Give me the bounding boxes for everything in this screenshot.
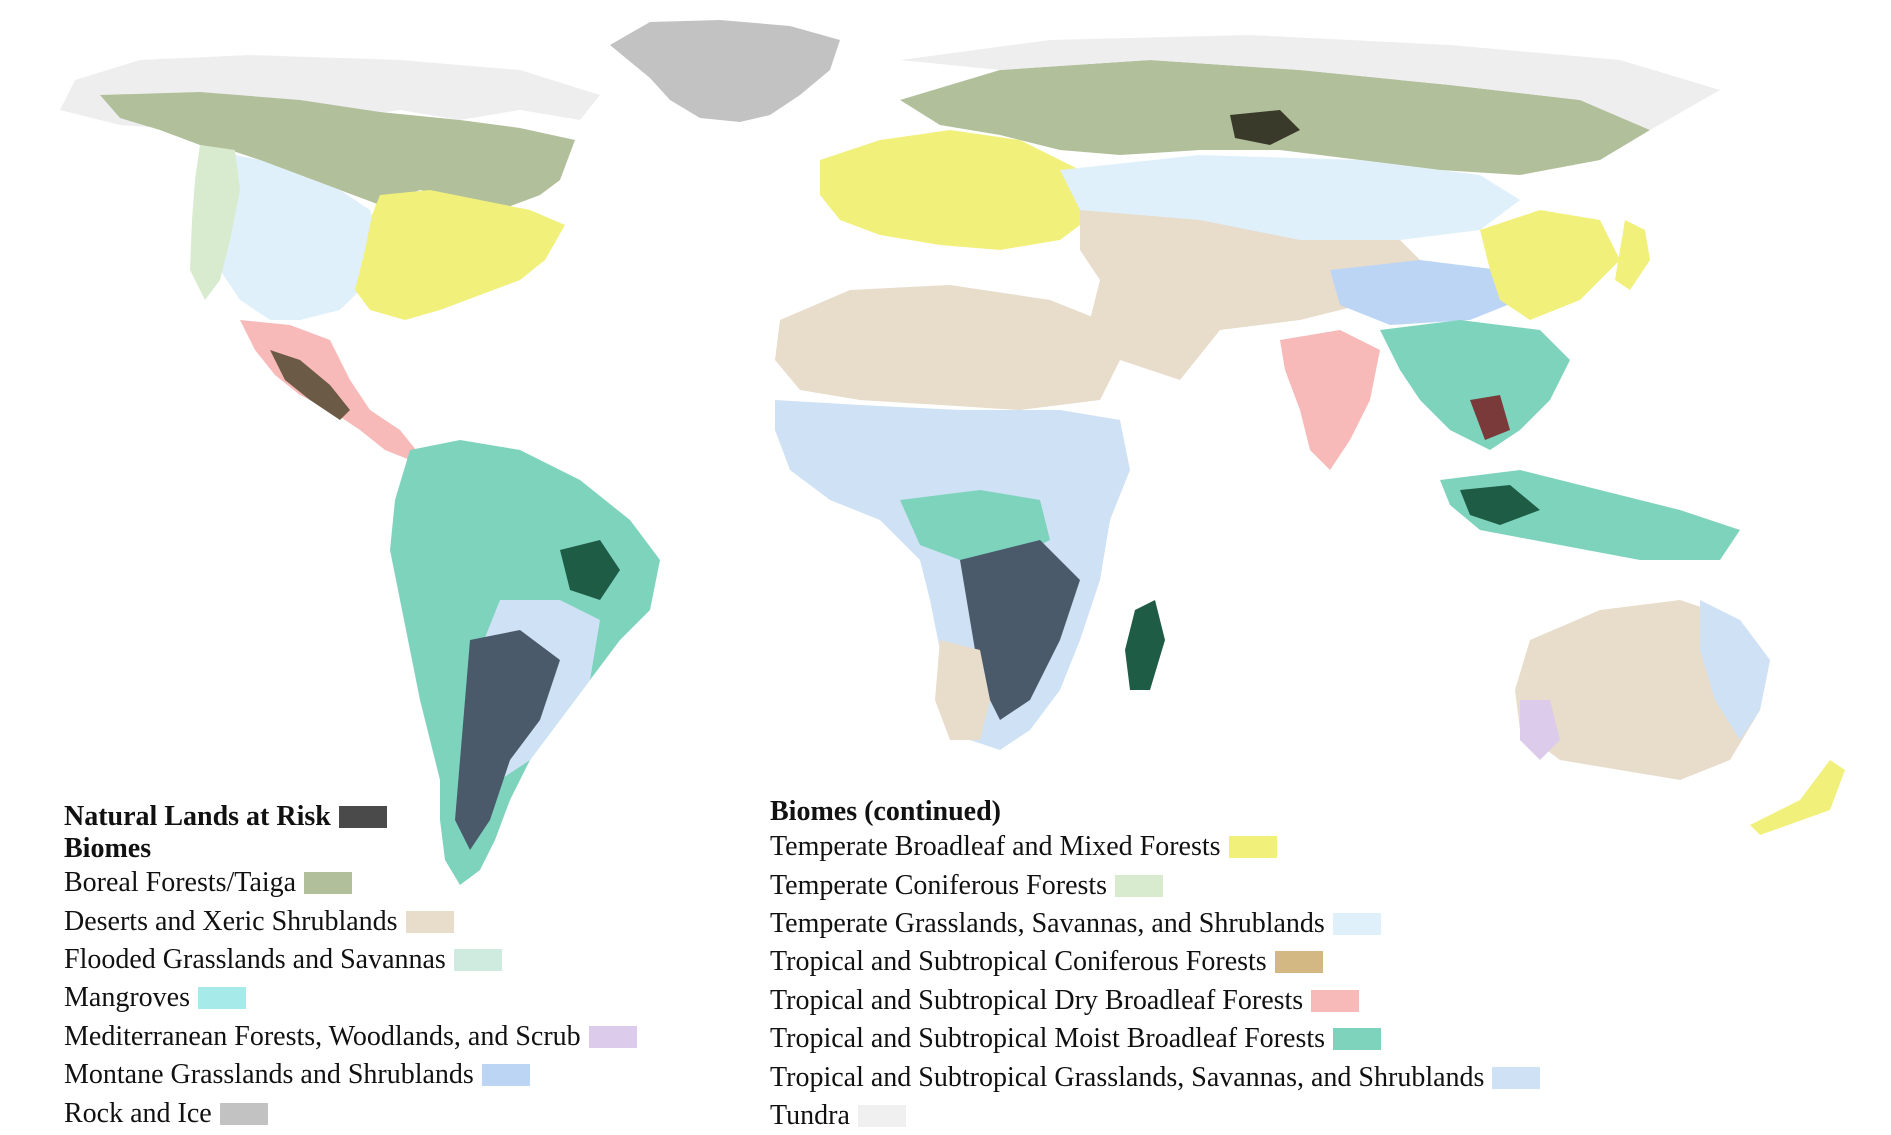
north-america-conifer	[190, 145, 240, 300]
se-asia-moist	[1380, 320, 1570, 450]
legend-item: Rock and Ice	[64, 1094, 637, 1132]
legend-item-label: Tropical and Subtropical Coniferous Fore…	[770, 946, 1267, 978]
legend-item: Temperate Coniferous Forests	[770, 866, 1540, 904]
legend-item-label: Mangroves	[64, 982, 190, 1014]
legend-item-label: Rock and Ice	[64, 1097, 212, 1129]
india	[1280, 330, 1380, 470]
legend-item-swatch	[197, 987, 246, 1010]
south-america-risk	[455, 630, 560, 850]
legend-item: Tropical and Subtropical Grasslands, Sav…	[770, 1058, 1541, 1096]
legend-item-swatch	[304, 872, 353, 895]
china-broadleaf	[1480, 210, 1620, 320]
legend-item: Tropical and Subtropical Dry Broadleaf F…	[770, 982, 1540, 1020]
legend-item: Deserts and Xeric Shrublands	[64, 902, 637, 940]
australia-east	[1700, 600, 1770, 740]
legend-item: Temperate Broadleaf and Mixed Forests	[770, 828, 1540, 866]
asia-desert	[1080, 210, 1430, 380]
legend-item: Montane Grasslands and Shrublands	[64, 1056, 637, 1094]
legend-item-label: Tropical and Subtropical Moist Broadleaf…	[770, 1023, 1326, 1055]
greenland-landmass	[610, 20, 840, 122]
risk-heading: Natural Lands at Risk	[64, 801, 331, 832]
africa-desert	[775, 285, 1120, 410]
south-america-risk-green	[560, 540, 620, 600]
legend-item-label: Flooded Grasslands and Savannas	[64, 943, 446, 975]
north-america-boreal	[100, 92, 575, 210]
risk-swatch	[338, 806, 387, 828]
japan	[1615, 220, 1650, 290]
legend-item-swatch	[1274, 951, 1323, 974]
legend-right: Biomes (continued) Temperate Broadleaf a…	[770, 796, 1541, 1135]
legend-item-swatch	[857, 1104, 906, 1127]
legend-item: Flooded Grasslands and Savannas	[64, 941, 637, 979]
se-asia-risk	[1470, 395, 1510, 440]
legend-item-label: Tropical and Subtropical Dry Broadleaf F…	[770, 984, 1304, 1016]
legend-item-swatch	[481, 1064, 530, 1087]
south-africa-desert	[935, 640, 990, 740]
legend-item-swatch	[1332, 912, 1381, 935]
siberia-risk	[1230, 110, 1300, 145]
legend-item-label: Montane Grasslands and Shrublands	[64, 1059, 474, 1091]
legend-item: Tropical and Subtropical Coniferous Fore…	[770, 943, 1540, 981]
legend-item-label: Deserts and Xeric Shrublands	[64, 905, 398, 937]
madagascar	[1125, 600, 1165, 690]
legend-item-label: Boreal Forests/Taiga	[64, 867, 297, 899]
legend-item: Mediterranean Forests, Woodlands, and Sc…	[64, 1018, 637, 1056]
indonesia-risk	[1460, 485, 1540, 525]
legend-item-swatch	[588, 1025, 637, 1048]
legend-item-swatch	[1115, 874, 1164, 897]
central-america-risk	[270, 350, 350, 420]
biomes-continued-heading: Biomes (continued)	[770, 796, 1001, 827]
eurasia-tundra	[900, 35, 1720, 130]
legend-item: Tundra	[770, 1097, 1540, 1135]
legend-item: Mangroves	[64, 979, 637, 1017]
legend-item-label: Tundra	[770, 1099, 850, 1131]
australia-southwest	[1520, 700, 1560, 760]
legend-item-label: Temperate Grasslands, Savannas, and Shru…	[770, 907, 1325, 939]
africa-risk	[960, 540, 1080, 720]
legend-item-swatch	[219, 1102, 268, 1125]
europe-broadleaf	[820, 130, 1100, 250]
biomes-heading: Biomes	[64, 833, 152, 864]
biomes-heading-row: Biomes	[64, 834, 637, 864]
biome-list-right: Temperate Broadleaf and Mixed Forests Tem…	[770, 828, 1541, 1135]
north-america-broadleaf	[355, 190, 565, 320]
legend-item-swatch	[453, 948, 502, 971]
biome-list-left: Boreal Forests/Taiga Deserts and Xeric Sh…	[64, 864, 637, 1133]
legend-item-label: Tropical and Subtropical Grasslands, Sav…	[770, 1061, 1485, 1093]
legend-item-swatch	[405, 910, 454, 933]
risk-legend-row: Natural Lands at Risk	[64, 800, 637, 834]
legend-item-swatch	[1228, 836, 1277, 859]
north-america-west	[200, 150, 380, 320]
legend-item: Temperate Grasslands, Savannas, and Shru…	[770, 905, 1540, 943]
legend-left: Natural Lands at Risk Biomes Boreal Fore…	[64, 800, 637, 1133]
legend-item-swatch	[1492, 1066, 1541, 1089]
legend-item-label: Mediterranean Forests, Woodlands, and Sc…	[64, 1020, 581, 1052]
legend-item: Tropical and Subtropical Moist Broadleaf…	[770, 1020, 1540, 1058]
legend-item-swatch	[1311, 989, 1360, 1012]
legend-item: Boreal Forests/Taiga	[64, 864, 637, 902]
legend-item-label: Temperate Coniferous Forests	[770, 869, 1108, 901]
legend-item-swatch	[1333, 1028, 1382, 1051]
new-zealand	[1750, 760, 1845, 835]
legend-item-label: Temperate Broadleaf and Mixed Forests	[770, 831, 1221, 863]
biomes-continued-row: Biomes (continued)	[770, 796, 1540, 828]
tibet-montane	[1330, 260, 1520, 325]
africa-moist	[900, 490, 1050, 560]
